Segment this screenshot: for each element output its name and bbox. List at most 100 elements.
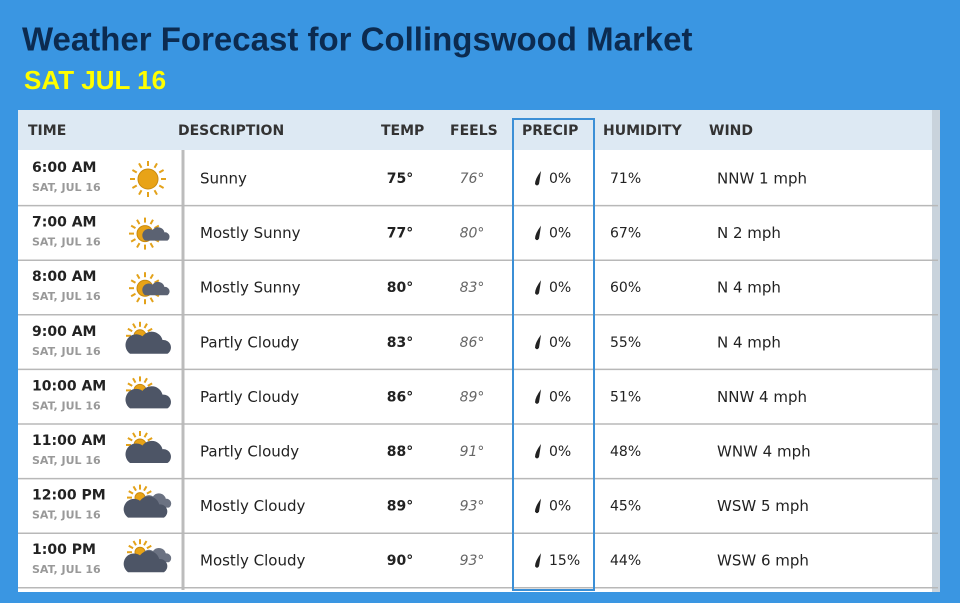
sun-ray [136,273,141,280]
sun-ray [132,432,137,438]
sun-ray [149,297,154,303]
sun-ray [143,540,148,546]
sun-ray [154,279,160,284]
row-date: SAT, JUL 16 [32,454,101,467]
temp: 88° [387,444,413,460]
column-header: WIND [709,123,753,139]
sun-ray [143,432,148,438]
row-date: SAT, JUL 16 [32,399,101,412]
sun-ray [158,184,165,189]
feels: 91° [460,444,485,460]
time: 12:00 PM [32,488,106,504]
cloud [125,386,171,409]
precip: 0% [549,171,571,187]
feels: 76° [460,171,485,187]
description: Mostly Sunny [200,279,301,297]
description: Mostly Cloudy [200,497,305,515]
description: Mostly Cloudy [200,552,305,570]
sun-ray [146,544,152,550]
row-date: SAT, JUL 16 [32,509,101,522]
precip: 0% [549,499,571,515]
time: 8:00 AM [32,269,96,285]
weather-icon [125,431,171,463]
weather-icon [129,217,170,250]
column-header: HUMIDITY [603,123,683,139]
sun-ray [136,242,141,248]
precip: 0% [549,226,571,242]
drop-icon [535,498,541,514]
column-header: PRECIP [522,123,578,139]
table-panel [18,110,938,592]
row-date: SAT, JUL 16 [32,563,101,576]
humidity: 51% [610,389,641,405]
feels: 93° [460,553,485,569]
column-header: DESCRIPTION [178,123,284,139]
temp: 80° [387,280,413,296]
sun-ray [149,219,154,225]
cloud [125,331,171,354]
sun-ray [130,279,136,284]
feels: 83° [460,280,485,296]
feels: 86° [460,335,485,351]
weather-icon [123,539,172,573]
description: Sunny [200,170,247,188]
sun-ray [131,169,138,174]
sun-ray [127,327,133,333]
drop-icon [535,225,541,241]
sun-ray [143,323,148,329]
cloud [125,440,171,463]
sun-ray [154,224,160,229]
cloud [142,227,170,241]
temp: 75° [387,171,413,187]
panel-edge [932,110,940,592]
wind: WNW 4 mph [717,443,811,461]
sun-ray [149,242,154,248]
precip: 0% [549,280,571,296]
sun-ray [147,437,153,442]
title: Weather Forecast for Collingswood Market [22,21,693,58]
sun-ray [127,437,133,442]
weather-icon [123,484,172,518]
description: Partly Cloudy [200,443,299,461]
sun-ray [127,382,133,387]
sun-ray [138,162,143,169]
sun-ray [131,184,138,189]
time: 6:00 AM [32,160,96,176]
temp: 86° [387,389,413,405]
column-header: FEELS [450,123,498,139]
sun-ray [132,377,137,384]
time: 9:00 AM [32,324,96,340]
sun-ray [153,162,158,169]
wind: N 2 mph [717,224,781,242]
sun-ray [147,327,153,333]
temp: 83° [387,335,413,351]
humidity: 44% [610,553,641,569]
sun-ray [128,544,134,550]
sun-ray [132,485,137,492]
wind: N 4 mph [717,279,781,297]
precip: 0% [549,389,571,405]
sun-ray [158,169,165,174]
drop-icon [535,280,541,295]
humidity: 67% [610,226,641,242]
cloud [142,281,170,296]
drop-icon [535,334,541,350]
sun-ray [132,540,137,546]
column-header: TIME [28,123,66,139]
row-date: SAT, JUL 16 [32,290,101,303]
humidity: 71% [610,171,641,187]
sun-ray [138,189,143,196]
sun-ray [153,189,158,196]
rows: TIME DESCRIPTION TEMP FEELS PRECIP HUMIDITY WI… [18,123,938,589]
sun-ray [143,377,148,384]
time: 7:00 AM [32,215,96,231]
weather-icon [125,321,171,354]
row-date: SAT, JUL 16 [32,345,101,358]
sun-ray [136,297,141,303]
wind: WSW 5 mph [717,497,809,515]
cloud [123,496,168,518]
temp: 90° [387,553,413,569]
humidity: 55% [610,335,641,351]
